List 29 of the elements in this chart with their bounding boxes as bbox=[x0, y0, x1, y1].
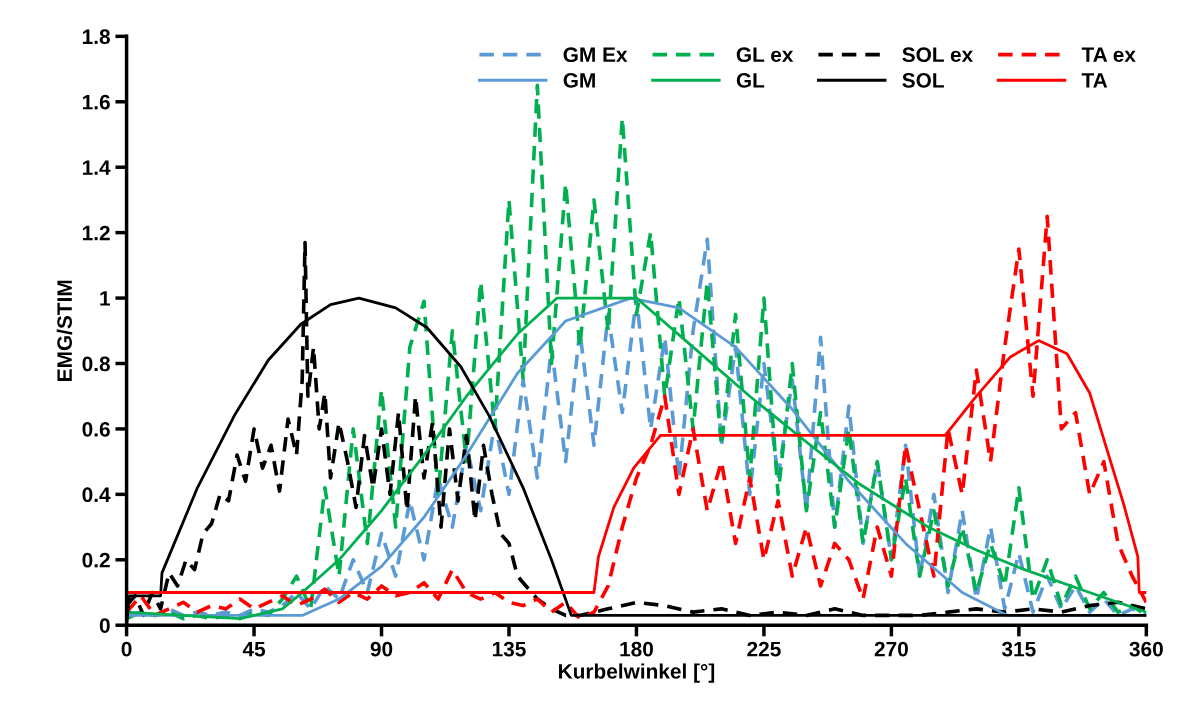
y-tick-label: 0 bbox=[99, 618, 110, 633]
y-tick-label: 1 bbox=[100, 291, 111, 306]
legend-label: SOL bbox=[902, 72, 944, 88]
y-tick-label: 0.6 bbox=[82, 421, 110, 437]
y-tick-label: 0.8 bbox=[82, 356, 110, 372]
legend-label: TA ex bbox=[1081, 47, 1136, 63]
x-tick-label: 90 bbox=[370, 641, 393, 657]
y-tick-label: 1.4 bbox=[82, 160, 111, 175]
x-tick-label: 45 bbox=[242, 641, 266, 657]
legend-label: TA bbox=[1081, 73, 1108, 88]
x-tick-label: 315 bbox=[1001, 641, 1036, 657]
x-tick-label: 135 bbox=[492, 641, 526, 657]
legend-label: GM Ex bbox=[563, 47, 628, 63]
y-tick-label: 0.2 bbox=[82, 552, 110, 568]
y-tick-label: 0.4 bbox=[82, 487, 111, 503]
y-axis-title: EMG/STIM bbox=[56, 280, 73, 381]
y-tick-label: 1.2 bbox=[82, 225, 110, 241]
legend-label: GL ex bbox=[736, 47, 794, 63]
x-axis-title: Kurbelwinkel [°] bbox=[559, 663, 715, 683]
x-tick-label: 180 bbox=[620, 641, 653, 657]
legend-label: SOL ex bbox=[902, 47, 974, 63]
x-tick-label: 225 bbox=[747, 641, 781, 657]
y-tick-label: 1.8 bbox=[82, 29, 110, 45]
x-tick-label: 360 bbox=[1129, 641, 1163, 657]
x-tick-label: 270 bbox=[874, 641, 908, 657]
legend-label: GL bbox=[736, 72, 765, 88]
y-tick-label: 1.6 bbox=[82, 94, 110, 110]
x-tick-label: 0 bbox=[121, 641, 132, 657]
legend-label: GM bbox=[563, 72, 595, 88]
